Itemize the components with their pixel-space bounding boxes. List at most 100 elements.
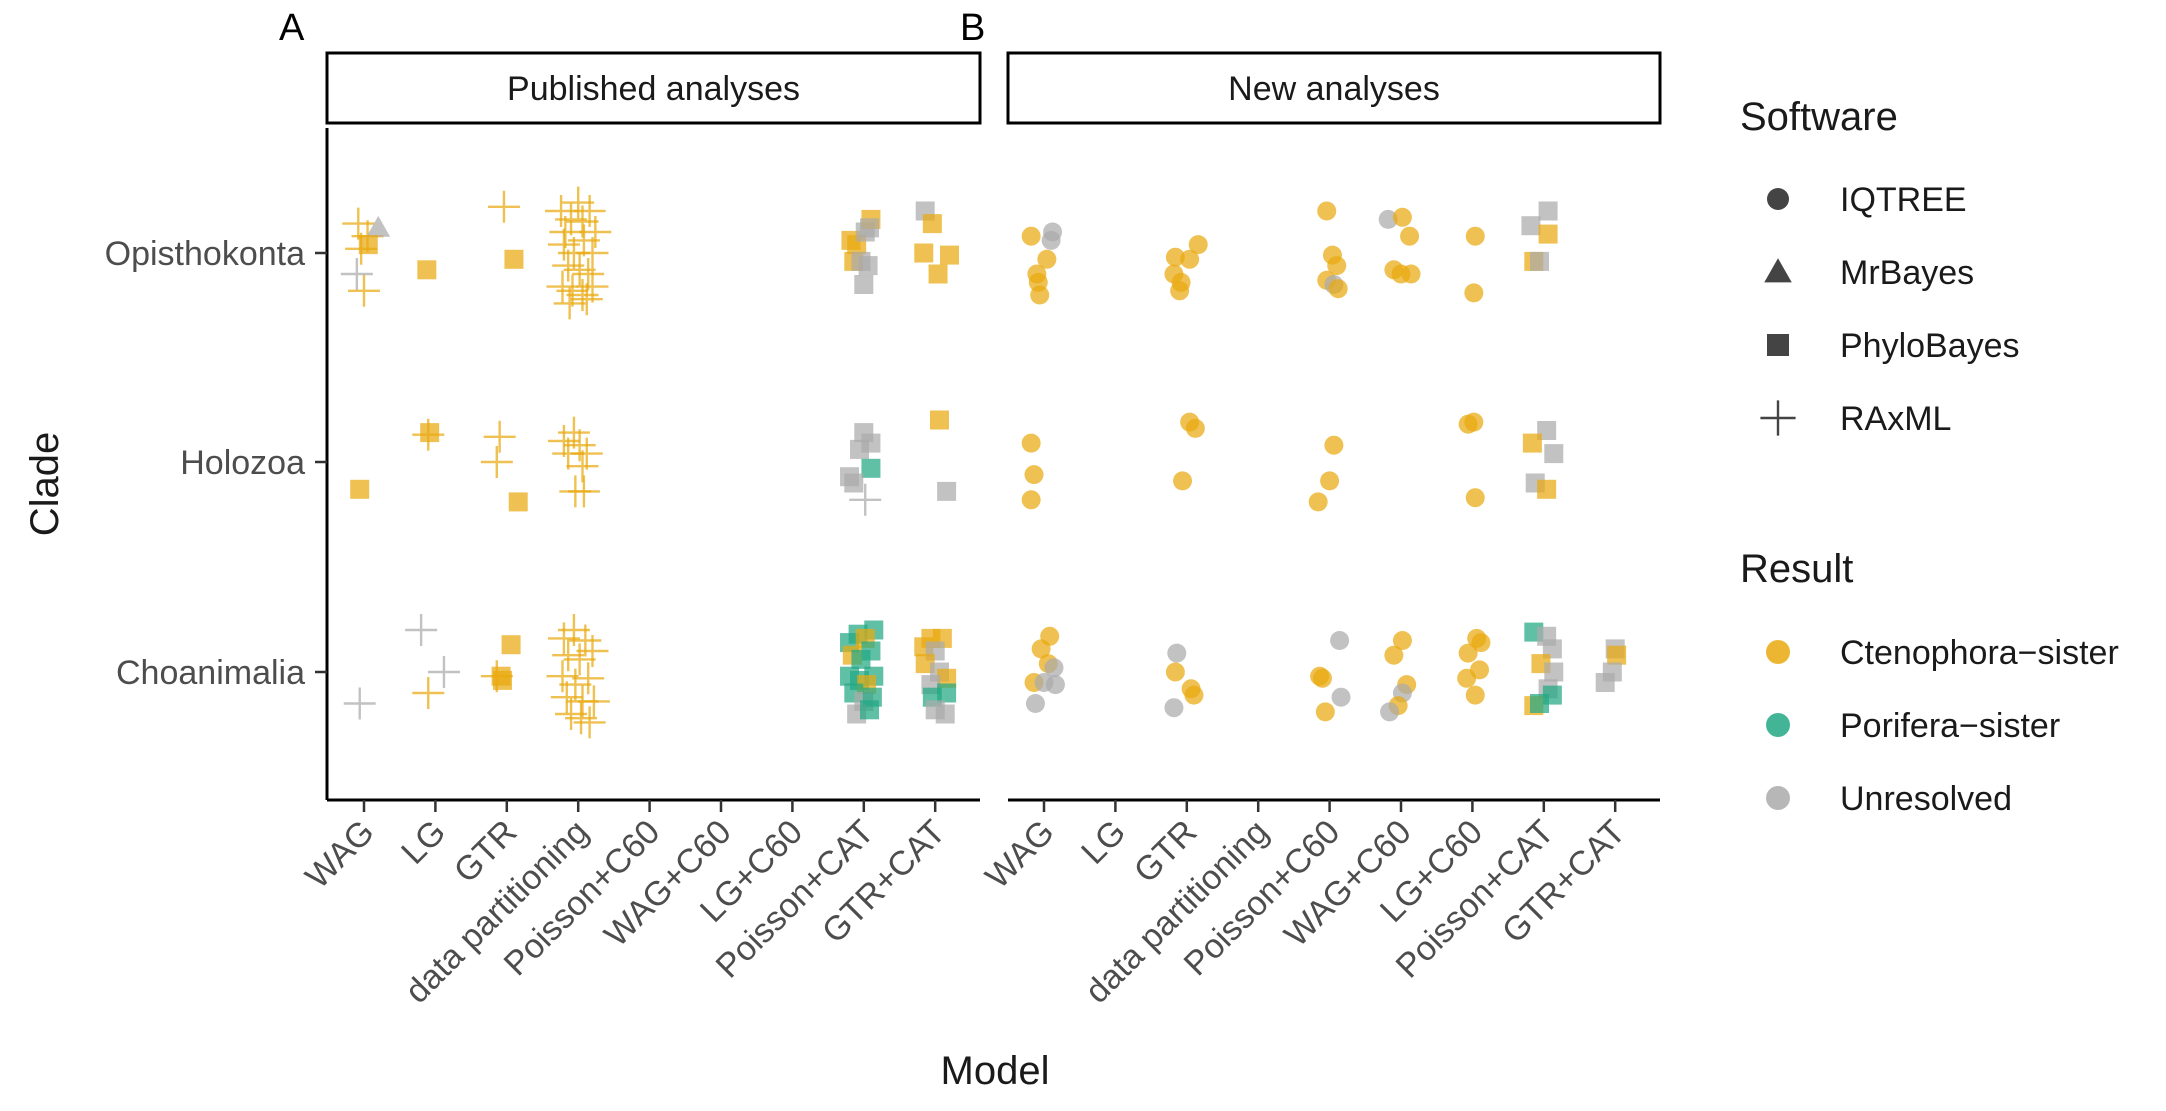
data-point xyxy=(860,218,880,238)
data-point xyxy=(1324,435,1344,455)
y-tick-label: Choanimalia xyxy=(116,654,305,692)
data-point xyxy=(420,423,440,443)
x-axis-title: Model xyxy=(941,1049,1050,1093)
panel-tag: A xyxy=(279,7,305,49)
data-point xyxy=(350,479,370,499)
data-point xyxy=(1392,207,1412,227)
data-point xyxy=(1464,412,1484,432)
data-point xyxy=(412,677,445,709)
legend-label: MrBayes xyxy=(1840,254,1974,292)
data-point xyxy=(566,279,599,311)
data-point xyxy=(572,258,605,290)
data-point xyxy=(914,243,934,263)
data-point xyxy=(508,492,528,512)
data-point xyxy=(1167,643,1187,663)
data-point xyxy=(1330,631,1350,650)
data-point xyxy=(573,195,606,227)
legend-key-mrbayes xyxy=(1764,258,1792,283)
data-point xyxy=(1185,418,1205,438)
data-point xyxy=(343,687,376,720)
data-point xyxy=(1045,675,1065,695)
legend-key-iqtree xyxy=(1767,188,1789,210)
legend-key-ctenophora-sister xyxy=(1766,640,1790,664)
legend-label: Porifera−sister xyxy=(1840,707,2060,745)
data-point xyxy=(939,245,959,265)
data-point xyxy=(550,681,583,714)
x-tick-label: WAG xyxy=(298,813,381,896)
data-point xyxy=(1538,224,1558,244)
data-point xyxy=(1380,702,1400,722)
data-point xyxy=(480,446,513,478)
data-point xyxy=(1537,479,1557,499)
data-point xyxy=(1378,209,1398,229)
data-point xyxy=(1312,668,1332,688)
y-tick-label: Opisthokonta xyxy=(105,235,305,273)
data-point xyxy=(928,264,948,284)
data-point xyxy=(366,215,391,237)
data-point xyxy=(573,706,606,739)
data-point xyxy=(1180,249,1200,269)
data-point xyxy=(547,425,580,457)
data-point xyxy=(1044,658,1064,678)
data-point xyxy=(358,235,378,255)
data-point xyxy=(576,237,609,269)
legend-key-porifera-sister xyxy=(1766,713,1790,737)
data-point xyxy=(1465,685,1485,705)
data-point xyxy=(1025,694,1045,713)
data-point xyxy=(348,274,380,307)
data-point xyxy=(483,420,516,453)
data-point xyxy=(915,654,935,674)
data-point xyxy=(858,256,878,276)
y-tick-label: Holozoa xyxy=(180,444,305,482)
data-point xyxy=(1521,216,1541,236)
data-point xyxy=(1165,247,1185,267)
data-point xyxy=(1184,685,1204,705)
facet-title: Published analyses xyxy=(507,70,800,108)
x-tick-label: WAG xyxy=(978,813,1061,896)
data-point xyxy=(501,635,521,655)
data-point xyxy=(1471,633,1491,653)
data-point xyxy=(342,207,375,240)
facet-strip xyxy=(1006,51,1662,125)
data-point xyxy=(861,433,881,453)
data-point xyxy=(1188,235,1208,255)
data-point xyxy=(1170,281,1190,301)
data-point xyxy=(567,224,600,257)
data-point xyxy=(553,287,586,320)
x-tick-label: LG xyxy=(394,813,453,872)
legend-label: Ctenophora−sister xyxy=(1840,634,2119,672)
points-group xyxy=(1021,201,1627,722)
data-point xyxy=(929,410,949,430)
data-point xyxy=(559,668,592,701)
data-point xyxy=(576,270,609,303)
data-point xyxy=(1041,230,1061,250)
data-point xyxy=(1030,285,1050,305)
data-point xyxy=(1331,687,1351,707)
data-point xyxy=(427,656,460,688)
data-point xyxy=(565,702,598,735)
data-point xyxy=(1530,251,1550,271)
legend-key-phylobayes xyxy=(1767,334,1789,356)
data-point xyxy=(1538,201,1558,221)
data-point xyxy=(1021,490,1041,510)
data-point xyxy=(849,483,882,516)
data-point xyxy=(570,283,603,316)
data-point xyxy=(1021,226,1041,246)
data-point xyxy=(1037,249,1057,269)
data-point xyxy=(844,473,864,493)
data-point xyxy=(563,643,596,676)
data-point xyxy=(570,437,603,470)
facet-title: New analyses xyxy=(1228,70,1440,108)
data-point xyxy=(1031,639,1051,659)
data-point xyxy=(487,190,520,223)
data-point xyxy=(1165,662,1185,682)
data-point xyxy=(1400,226,1420,246)
data-point xyxy=(854,275,874,294)
data-point xyxy=(935,704,955,724)
data-point xyxy=(577,685,610,718)
data-point xyxy=(922,214,942,234)
data-point xyxy=(1315,702,1335,722)
data-point xyxy=(1327,256,1347,276)
